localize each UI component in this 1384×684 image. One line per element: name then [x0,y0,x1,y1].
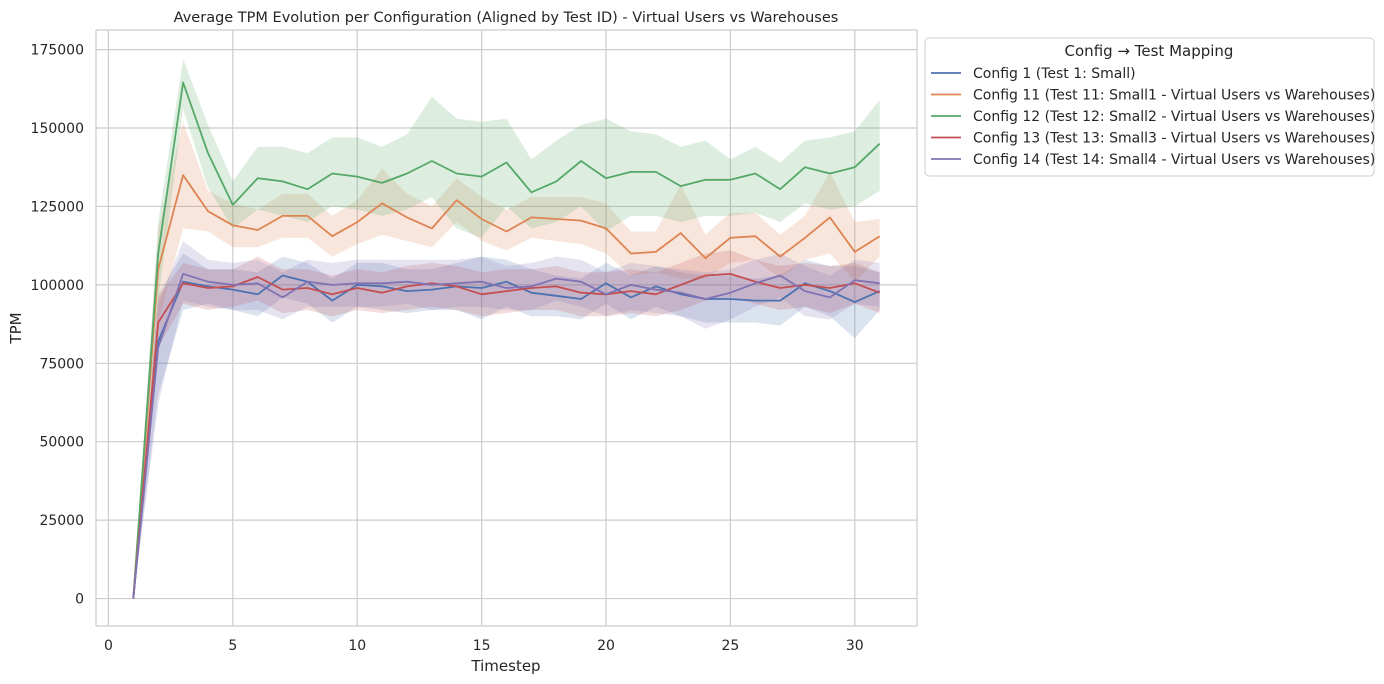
y-tick-label: 175000 [31,43,84,59]
legend-label: Config 13 (Test 13: Small3 - Virtual Use… [973,131,1375,147]
y-tick-label: 0 [75,592,84,608]
x-tick-label: 0 [104,638,113,654]
x-axis-label: Timestep [470,657,540,675]
series-1-line [132,274,881,599]
grid [96,30,917,626]
legend-label: Config 1 (Test 1: Small) [973,66,1136,82]
x-tick-label: 20 [597,638,615,654]
chart-title: Average TPM Evolution per Configuration … [174,10,839,26]
series-3-band [133,59,880,599]
x-tick-label: 10 [348,638,366,654]
y-axis-label: TPM [7,312,25,344]
legend-label: Config 12 (Test 12: Small2 - Virtual Use… [973,109,1375,125]
legend-label: Config 14 (Test 14: Small4 - Virtual Use… [973,152,1375,168]
plot-frame [95,29,918,627]
legend-box [924,37,1375,177]
series-5-line [132,272,880,599]
y-tick-label: 50000 [39,435,84,451]
series-3-line [132,81,881,599]
legend-label: Config 11 (Test 11: Small1 - Virtual Use… [973,88,1375,104]
series-lines [132,81,881,599]
x-tick-label: 30 [846,638,864,654]
y-tick-label: 100000 [31,278,84,294]
y-tick-label: 75000 [39,356,84,372]
series-4-line [132,272,881,599]
x-tick-label: 25 [721,638,739,654]
series-2-band [133,121,880,599]
x-tick-label: 5 [228,638,237,654]
y-tick-label: 25000 [39,513,84,529]
x-tick-label: 15 [473,638,491,654]
legend-entries: Config 1 (Test 1: Small) Config 11 (Test … [931,66,1375,168]
series-2-line [132,174,881,599]
tick-labels: 0 5 10 15 20 25 30 0 25000 50000 75000 100000 125000… [31,43,864,654]
legend: Config → Test Mapping Config 1 (Test 1: … [924,37,1375,177]
y-tick-label: 125000 [31,199,84,215]
series-5-band [133,241,880,599]
y-tick-label: 150000 [31,121,84,137]
legend-title: Config → Test Mapping [1065,42,1234,60]
